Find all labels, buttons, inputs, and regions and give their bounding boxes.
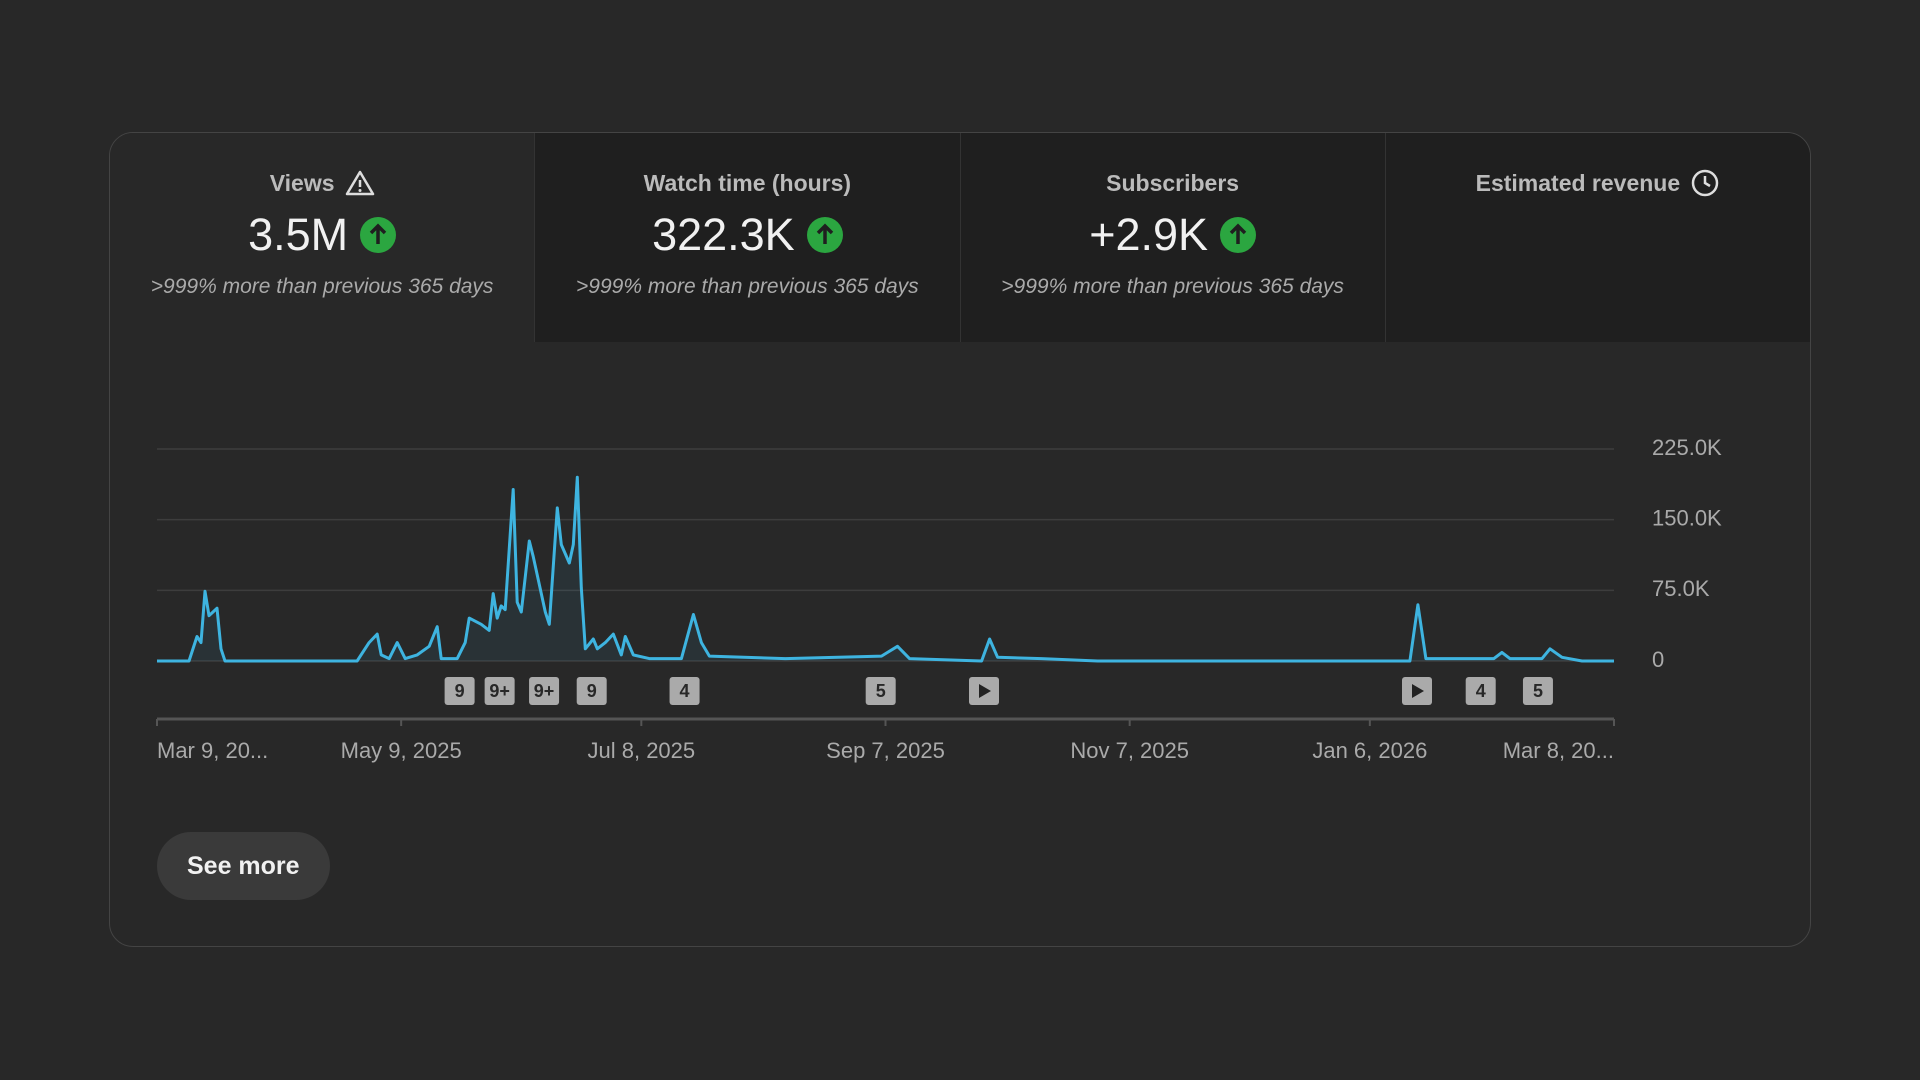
annotation-box (669, 677, 700, 705)
area (157, 477, 1614, 661)
up-icon (360, 217, 397, 253)
metric-value: 3.5M (248, 209, 397, 261)
metric-change: >999% more than previous 365 days (576, 275, 919, 298)
annotation-marker: 9+ (529, 677, 560, 705)
metric-tab[interactable]: Estimated revenue (1384, 133, 1810, 342)
annotation-box (444, 677, 475, 705)
metric-tabs: Views 3.5M >999% more than previous 365 … (110, 133, 1810, 342)
metric-title-text: Estimated revenue (1475, 169, 1681, 196)
y-tick-label: 150.0K (1652, 505, 1722, 530)
x-tick-label: Sep 7, 2025 (826, 738, 945, 763)
metric-title-text: Watch time (hours) (643, 169, 852, 196)
x-tick-label: Mar 9, 20... (157, 738, 268, 763)
annotation-marker: 4 (669, 677, 700, 705)
y-tick-label: 225.0K (1652, 435, 1722, 460)
metric-value: +2.9K (1089, 209, 1257, 261)
metric-value-text: 3.5M (248, 209, 349, 260)
annotation-marker: 4 (1465, 677, 1496, 705)
up-icon (806, 217, 843, 253)
metric-title-text: Subscribers (1106, 169, 1240, 196)
annotation-label: 5 (1533, 681, 1543, 701)
annotation-box (1465, 677, 1496, 705)
metric-tab[interactable]: Watch time (hours) 322.3K >999% more tha… (534, 133, 960, 342)
annotation-box (1522, 677, 1553, 705)
annotation-label: 9 (587, 681, 597, 701)
y-tick-label: 75.0K (1652, 576, 1710, 601)
metric-title: Views (270, 167, 375, 199)
annotation-marker: 9 (576, 677, 607, 705)
annotation-label: 9+ (534, 681, 555, 701)
annotation-box (865, 677, 896, 705)
annotation-box (529, 677, 560, 705)
see-more-button[interactable]: See more (157, 832, 330, 900)
warning-icon (345, 170, 374, 196)
annotation-label: 5 (876, 681, 886, 701)
play-marker (1402, 677, 1432, 705)
annotation-marker: 5 (865, 677, 896, 705)
metric-change: >999% more than previous 365 days (1001, 275, 1344, 298)
annotation-box (576, 677, 607, 705)
analytics-card: Views 3.5M >999% more than previous 365 … (109, 132, 1811, 947)
metric-title: Watch time (hours) (644, 167, 851, 199)
metric-title: Subscribers (1106, 167, 1239, 199)
metric-value: 322.3K (652, 209, 843, 261)
x-tick-label: Jul 8, 2025 (588, 738, 696, 763)
annotation-label: 9+ (489, 681, 510, 701)
x-tick-label: Jan 6, 2026 (1312, 738, 1427, 763)
metric-change: >999% more than previous 365 days (150, 275, 494, 298)
annotation-label: 4 (1476, 681, 1486, 701)
metric-tab[interactable]: Subscribers +2.9K >999% more than previo… (959, 133, 1385, 342)
annotation-marker: 9+ (484, 677, 515, 705)
y-tick-label: 0 (1652, 647, 1664, 672)
metric-title-text: Views (269, 169, 335, 196)
annotation-marker: 5 (1522, 677, 1553, 705)
metric-value-text: +2.9K (1089, 209, 1209, 260)
x-tick-label: May 9, 2025 (341, 738, 462, 763)
annotation-label: 4 (680, 681, 690, 701)
metric-value-text: 322.3K (652, 209, 795, 260)
x-tick-label: Nov 7, 2025 (1070, 738, 1189, 763)
x-tick-label: Mar 8, 20... (1503, 738, 1614, 763)
play-marker (969, 677, 999, 705)
clock-icon (1691, 169, 1719, 197)
metric-title: Estimated revenue (1476, 167, 1721, 199)
annotation-label: 9 (455, 681, 465, 701)
annotation-box (484, 677, 515, 705)
up-icon (1220, 217, 1257, 253)
line (157, 475, 1614, 663)
metric-tab[interactable]: Views 3.5M >999% more than previous 365 … (110, 133, 535, 342)
annotation-marker: 9 (444, 677, 475, 705)
